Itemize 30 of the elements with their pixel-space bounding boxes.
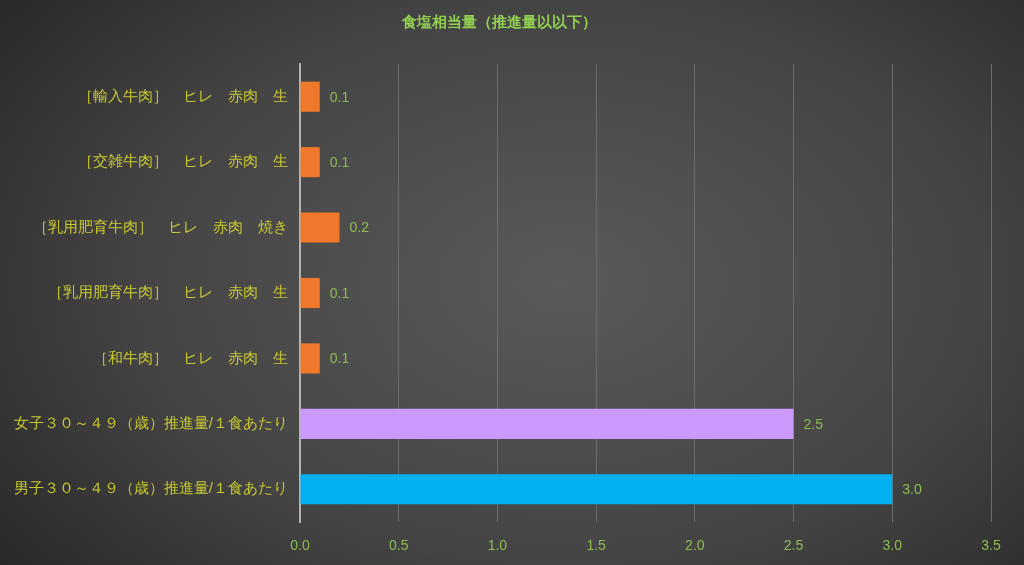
- x-tick-label: 0.5: [388, 537, 409, 554]
- y-tick-label: ［乳用肥育牛肉］ ヒレ 赤肉 生: [48, 283, 288, 301]
- x-tick-label: 3.0: [882, 537, 903, 554]
- bar: [300, 408, 794, 439]
- bar: [300, 474, 893, 505]
- y-tick-label: ［乳用肥育牛肉］ ヒレ 赤肉 焼き: [33, 217, 288, 235]
- x-tick-label: 2.0: [685, 537, 705, 554]
- x-tick-label: 1.0: [487, 537, 508, 554]
- data-label: 3.0: [902, 481, 922, 498]
- y-tick-label: ［和牛肉］ ヒレ 赤肉 生: [93, 348, 288, 366]
- data-label: 0.1: [329, 88, 350, 105]
- bar: [300, 147, 320, 178]
- data-label: 0.1: [329, 154, 350, 170]
- x-tick-label: 1.5: [586, 537, 607, 554]
- y-tick-label: 男子３０～４９（歳）推進量/１食あたり: [13, 479, 288, 497]
- bar: [300, 343, 320, 374]
- bar: [300, 212, 340, 243]
- x-tick-label: 3.5: [981, 537, 1001, 554]
- y-tick-label: ［輸入牛肉］ ヒレ 赤肉 生: [78, 86, 288, 104]
- x-tick-label: 0.0: [290, 537, 310, 554]
- data-label: 0.1: [329, 350, 350, 367]
- bar: [300, 81, 320, 112]
- chart-title: 食塩相当量（推進量以以下）: [401, 13, 597, 31]
- x-tick-label: 2.5: [783, 537, 804, 554]
- data-label: 0.2: [349, 219, 370, 236]
- y-tick-label: 女子３０～４９（歳）推進量/１食あたり: [13, 414, 288, 431]
- data-label: 2.5: [803, 415, 824, 432]
- bar: [300, 277, 320, 309]
- data-label: 0.1: [329, 284, 350, 301]
- y-tick-label: ［交雑牛肉］ ヒレ 赤肉 生: [78, 152, 288, 170]
